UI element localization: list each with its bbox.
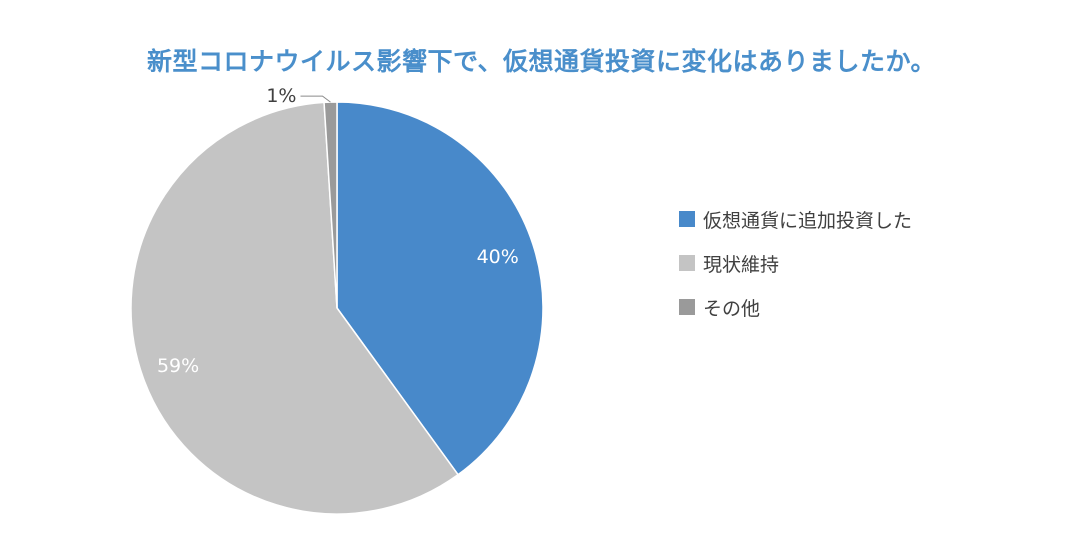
- legend-item-other: その他: [679, 285, 912, 329]
- legend: 仮想通貨に追加投資した 現状維持 その他: [679, 197, 912, 329]
- legend-item-status-quo: 現状維持: [679, 241, 912, 285]
- legend-label: 現状維持: [703, 253, 780, 276]
- slice-label-status-quo: 59%: [157, 355, 199, 377]
- legend-swatch: [679, 255, 695, 271]
- legend-item-additional-investment: 仮想通貨に追加投資した: [679, 197, 912, 241]
- legend-swatch: [679, 211, 695, 227]
- slice-leader-line: [300, 95, 331, 103]
- pie-slice-additional-investment: [336, 101, 544, 476]
- pie-slice-other: [323, 101, 338, 309]
- slice-label-other: 1%: [266, 85, 296, 107]
- slice-label-additional-investment: 40%: [477, 246, 519, 268]
- pie-slice-status-quo: [130, 101, 460, 515]
- chart-title: 新型コロナウイルス影響下で、仮想通貨投資に変化はありましたか。: [146, 47, 936, 76]
- legend-swatch: [679, 299, 695, 315]
- legend-label: 仮想通貨に追加投資した: [703, 209, 913, 232]
- legend-label: その他: [703, 297, 761, 320]
